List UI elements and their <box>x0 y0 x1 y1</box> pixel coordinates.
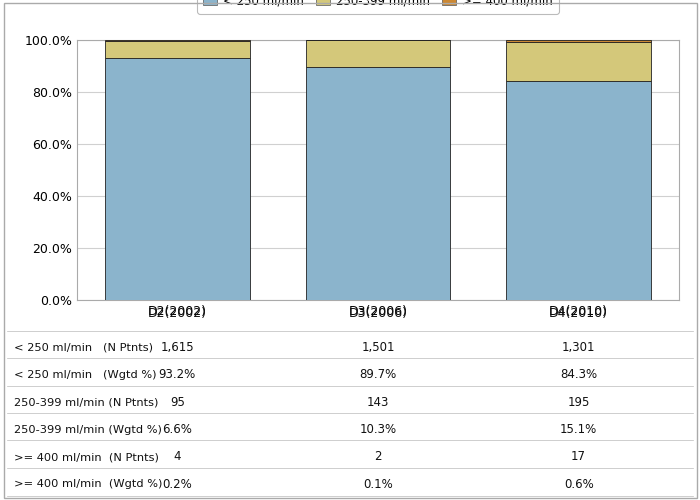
Text: 4: 4 <box>174 450 181 464</box>
Text: 0.1%: 0.1% <box>363 478 393 491</box>
Text: < 250 ml/min   (N Ptnts): < 250 ml/min (N Ptnts) <box>14 342 153 352</box>
Text: 17: 17 <box>571 450 586 464</box>
Text: 1,501: 1,501 <box>361 341 395 354</box>
Legend: < 250 ml/min, 250-399 ml/min, >= 400 ml/min: < 250 ml/min, 250-399 ml/min, >= 400 ml/… <box>197 0 559 14</box>
Text: 89.7%: 89.7% <box>359 368 397 382</box>
Text: 93.2%: 93.2% <box>159 368 196 382</box>
Bar <box>506 81 651 300</box>
Text: D4(2010): D4(2010) <box>550 308 608 320</box>
Bar <box>306 67 450 300</box>
Text: D3(2006): D3(2006) <box>349 308 407 320</box>
Bar <box>105 58 250 300</box>
Text: 0.6%: 0.6% <box>564 478 594 491</box>
Text: 1,615: 1,615 <box>160 341 194 354</box>
Text: 1,301: 1,301 <box>562 341 596 354</box>
Text: 15.1%: 15.1% <box>560 423 597 436</box>
Text: 0.2%: 0.2% <box>162 478 192 491</box>
Text: >= 400 ml/min  (N Ptnts): >= 400 ml/min (N Ptnts) <box>14 452 159 462</box>
Text: 143: 143 <box>367 396 389 409</box>
Text: 2: 2 <box>374 450 382 464</box>
Text: 95: 95 <box>170 396 185 409</box>
Bar <box>506 40 651 42</box>
Text: D2(2002): D2(2002) <box>148 308 206 320</box>
Text: 250-399 ml/min (N Ptnts): 250-399 ml/min (N Ptnts) <box>14 398 158 407</box>
Bar <box>105 40 250 58</box>
Bar <box>506 42 651 81</box>
Bar <box>306 40 450 67</box>
Text: 250-399 ml/min (Wgtd %): 250-399 ml/min (Wgtd %) <box>14 424 162 434</box>
Text: < 250 ml/min   (Wgtd %): < 250 ml/min (Wgtd %) <box>14 370 157 380</box>
Text: 195: 195 <box>568 396 590 409</box>
Text: >= 400 ml/min  (Wgtd %): >= 400 ml/min (Wgtd %) <box>14 480 162 490</box>
Text: 6.6%: 6.6% <box>162 423 192 436</box>
Text: 84.3%: 84.3% <box>560 368 597 382</box>
Text: 10.3%: 10.3% <box>359 423 397 436</box>
